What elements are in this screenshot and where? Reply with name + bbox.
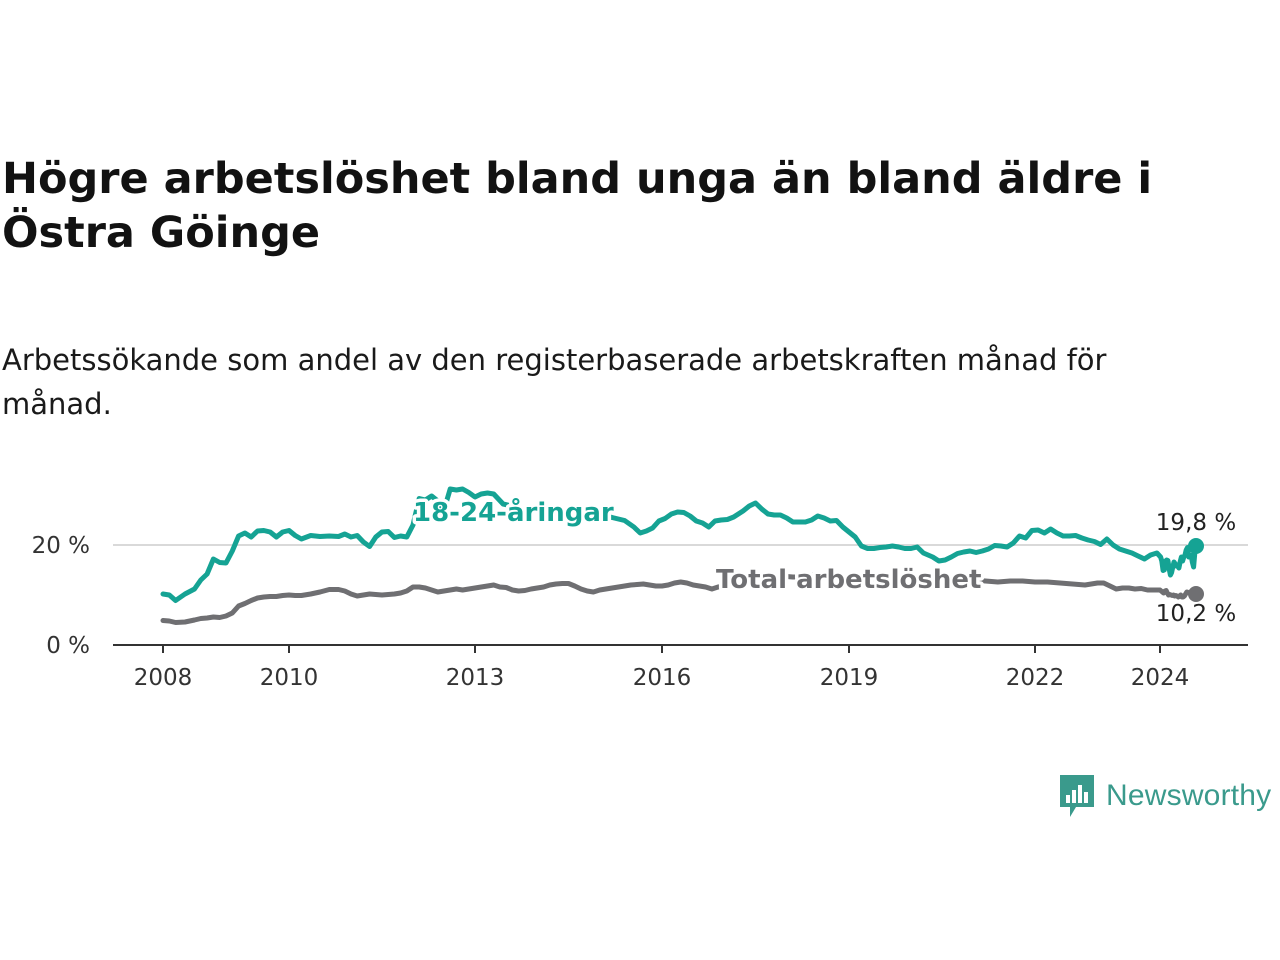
brand-name: Newsworthy (1106, 779, 1272, 812)
y-axis: 0 % 20 % (32, 533, 90, 659)
x-tick-label: 2013 (446, 665, 505, 691)
x-tick-label: 2024 (1131, 665, 1190, 691)
chart-subtitle: Arbetssökande som andel av den registerb… (2, 343, 1107, 421)
bar-chart-speech-bubble-icon (1060, 775, 1094, 817)
x-tick-label: 2010 (260, 665, 319, 691)
x-axis: 2008 2010 2013 2016 2019 2022 2024 (113, 644, 1248, 691)
x-tick-label: 2019 (820, 665, 879, 691)
y-tick-label: 20 % (32, 533, 90, 559)
x-tick-label: 2016 (633, 665, 692, 691)
series-layer (160, 486, 1204, 625)
label-layer: 18-24-åringar Total arbetslöshet 19,8 % 10,… (410, 493, 1237, 628)
x-tick-label: 2008 (134, 665, 193, 691)
brand-logo[interactable]: Newsworthy (1058, 772, 1271, 820)
end-value-youth: 19,8 % (1156, 510, 1236, 536)
end-value-total: 10,2 % (1156, 601, 1236, 627)
end-point-youth (1188, 538, 1204, 554)
series-line-total (160, 572, 1199, 625)
series-line-youth (160, 486, 1199, 603)
end-point-total (1188, 586, 1204, 602)
x-tick-label: 2022 (1006, 665, 1065, 691)
line-chart: 2008 2010 2013 2016 2019 2022 2024 0 % 20 % 18-… (32, 486, 1248, 691)
y-tick-label: 0 % (46, 633, 90, 659)
chart-title: Högre arbetslöshet bland unga än bland ä… (2, 154, 1153, 258)
series-label-youth: 18-24-åringar (413, 496, 614, 528)
series-label-total: Total arbetslöshet (716, 565, 981, 595)
